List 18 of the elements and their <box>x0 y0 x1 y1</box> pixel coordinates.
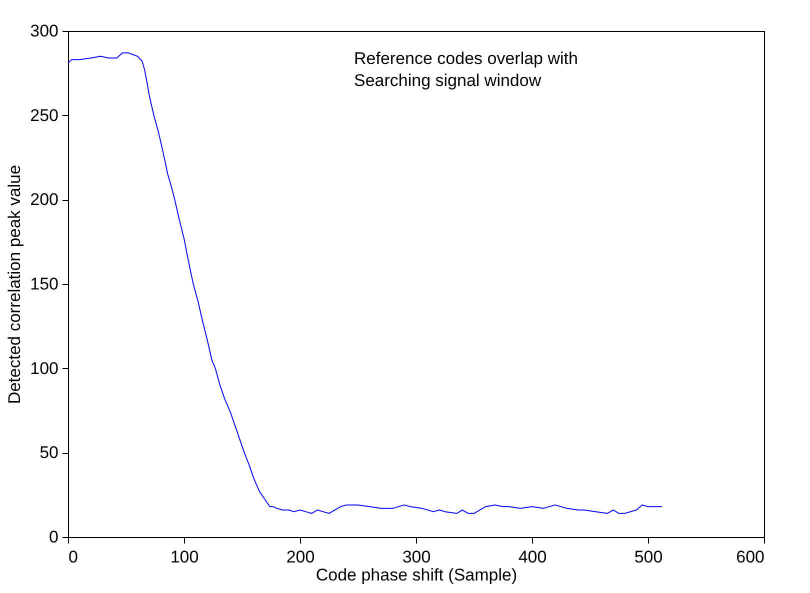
y-tick-label: 300 <box>30 22 58 40</box>
line-series <box>68 52 662 514</box>
y-tick-label: 250 <box>30 106 58 125</box>
x-tick-label: 500 <box>634 548 663 566</box>
y-tick-label: 200 <box>30 190 58 210</box>
annotation: Reference codes overlap with Searching signal window <box>354 49 578 90</box>
y-tick-label: 100 <box>30 358 58 378</box>
x-tick-label: 100 <box>170 548 199 566</box>
x-tick-label: 300 <box>402 548 431 566</box>
x-tick-label: 200 <box>286 548 315 566</box>
x-axis-title: Code phase shift (Sample) <box>316 566 518 584</box>
y-axis-title: Detected correlation peak value <box>5 164 24 404</box>
x-tick-label: 600 <box>736 548 764 566</box>
x-tick-label: 0 <box>68 548 78 566</box>
x-tick-label: 400 <box>518 548 547 566</box>
y-tick-label: 50 <box>40 443 58 462</box>
y-tick-label: 150 <box>30 274 58 294</box>
y-tick-label: 0 <box>49 528 58 546</box>
